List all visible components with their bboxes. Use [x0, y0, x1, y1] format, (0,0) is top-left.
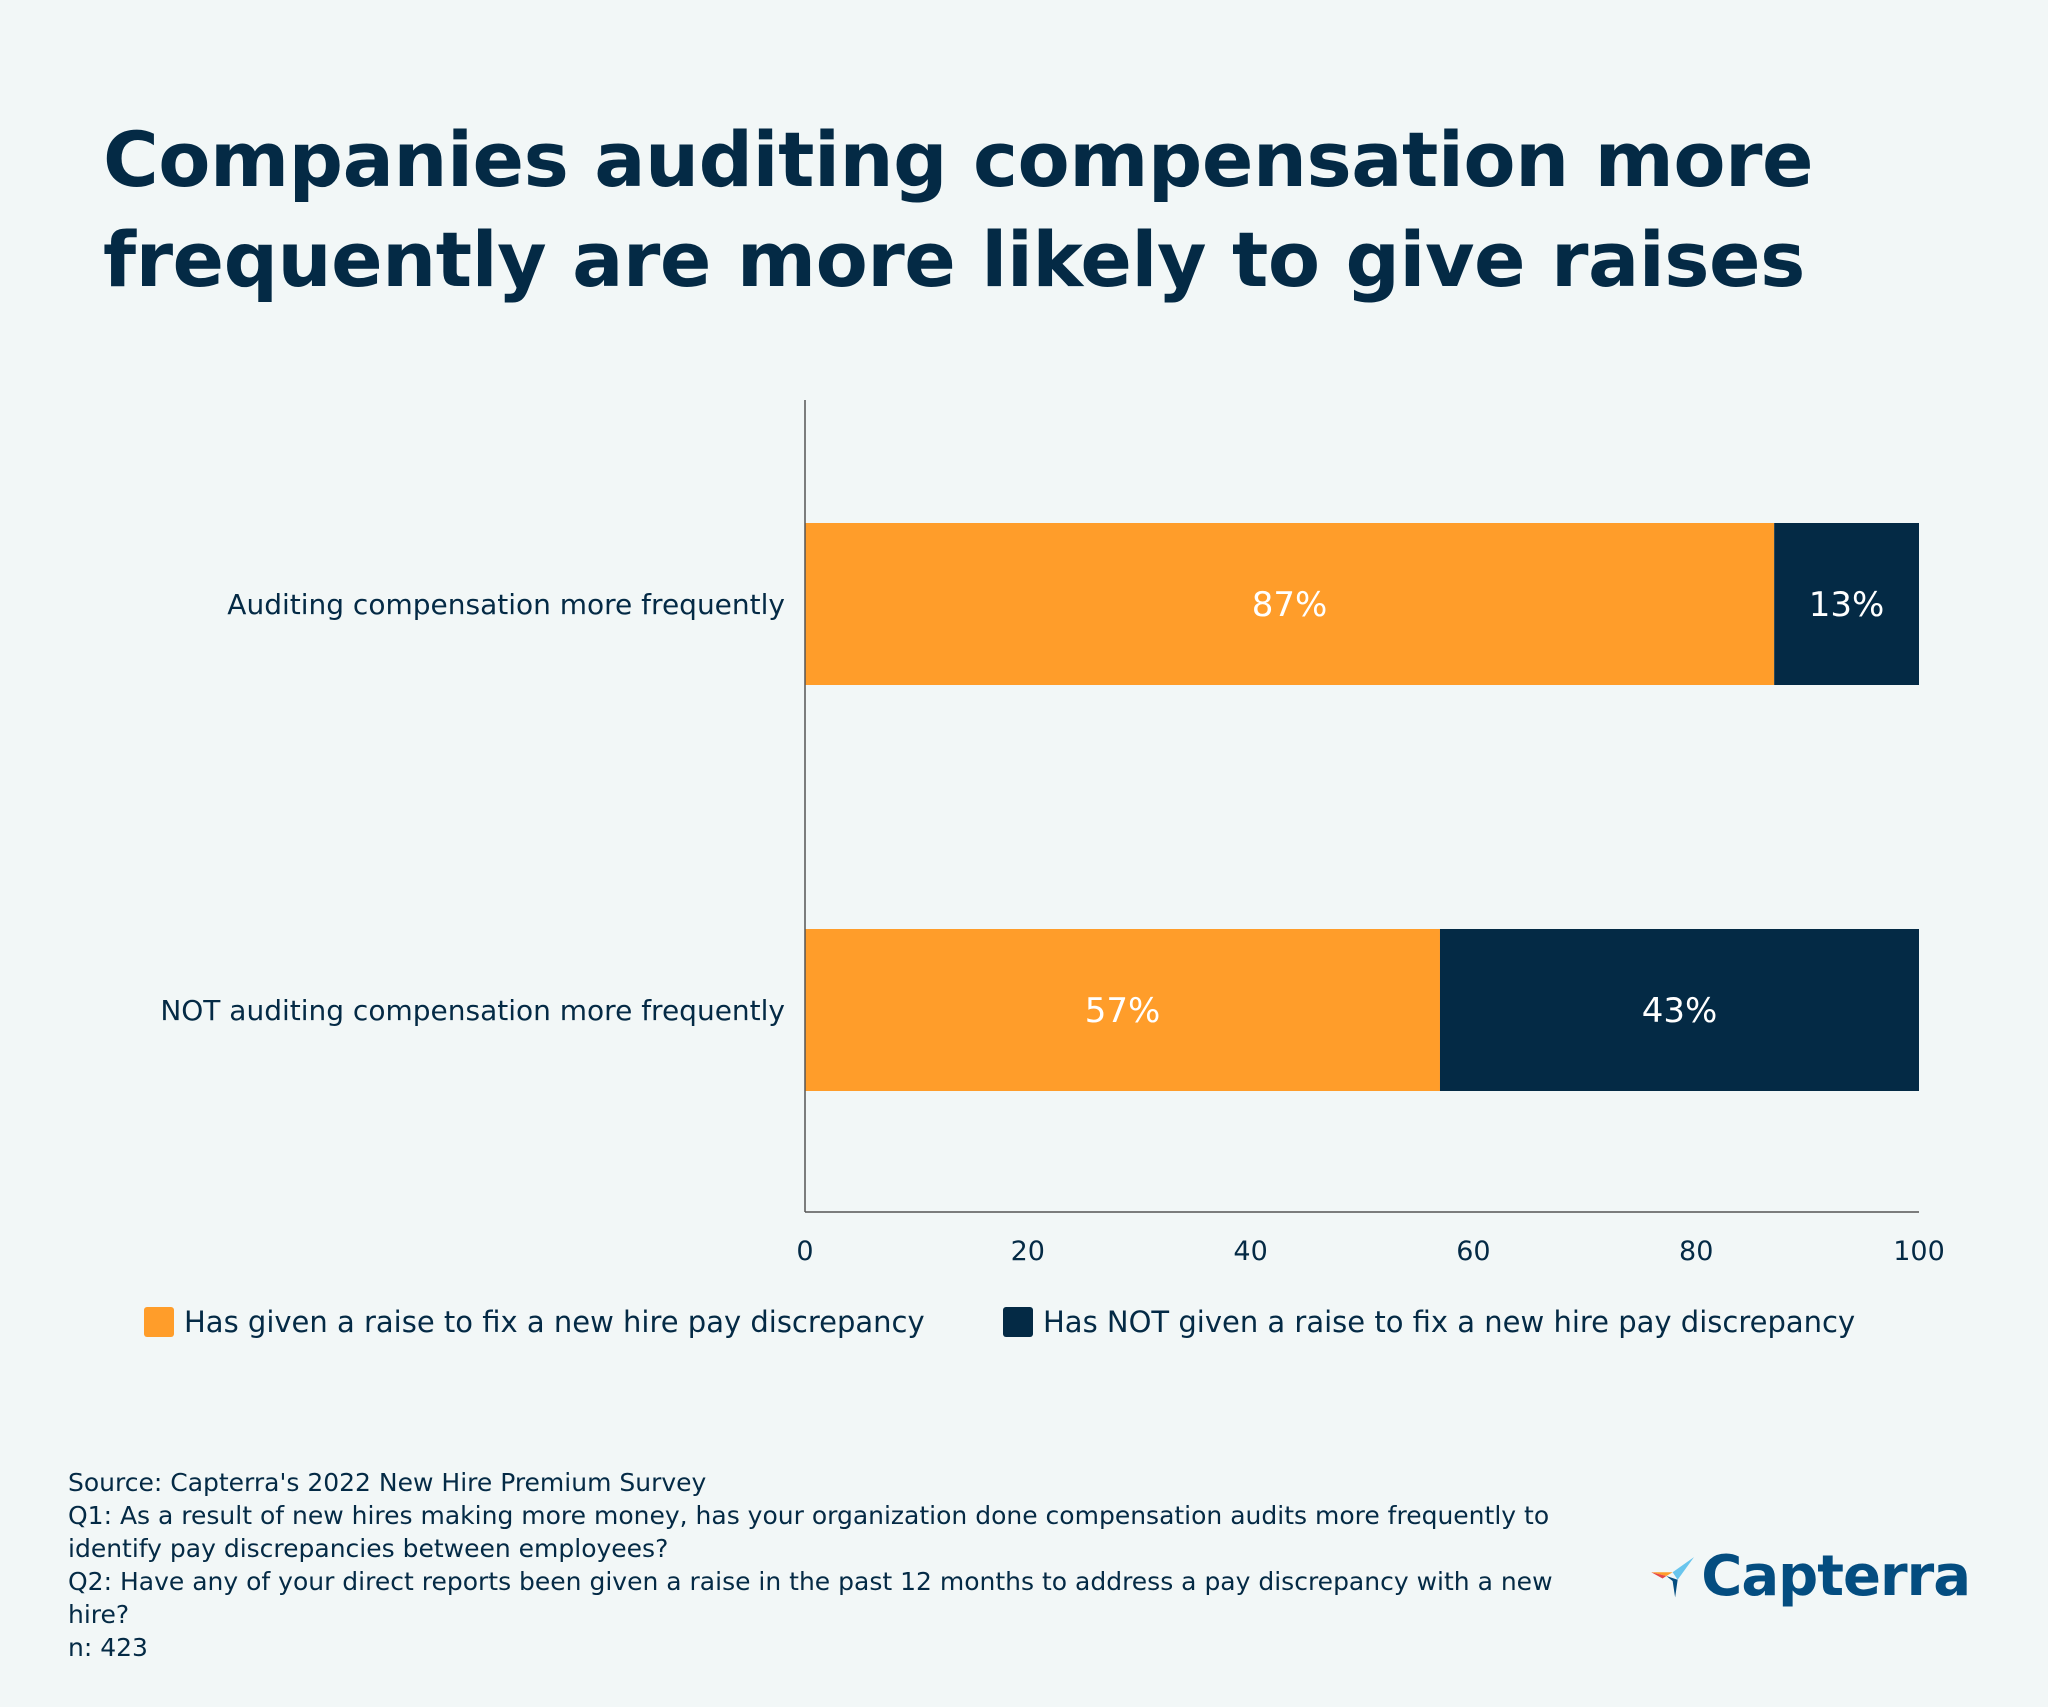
- capterra-logo: Capterra: [1650, 1536, 1971, 1616]
- x-tick-label-100: 100: [1893, 1236, 1945, 1267]
- footnote: Source: Capterra's 2022 New Hire Premium…: [68, 1466, 1588, 1664]
- data-label-not-given-1: 13%: [1809, 585, 1885, 625]
- data-label-given-2: 57%: [1085, 991, 1161, 1031]
- category-labels-group: Auditing compensation more frequently NOT…: [160, 588, 785, 1027]
- capterra-logo-icon: [1651, 1557, 1694, 1598]
- data-label-not-given-2: 43%: [1642, 991, 1718, 1031]
- x-tick-label-0: 0: [796, 1236, 813, 1267]
- stacked-bar-chart: 87% 13% 57% 43% Auditing compensation more …: [160, 400, 1945, 1267]
- bars-group: 87% 13% 57% 43%: [805, 523, 1919, 1091]
- footnote-n: n: 423: [68, 1633, 148, 1662]
- bar-not-given-2: [1439, 929, 1919, 1091]
- legend-item-not-given: Has NOT given a raise to fix a new hire …: [1003, 1305, 1855, 1339]
- footnote-q1: Q1: As a result of new hires making more…: [68, 1501, 1550, 1563]
- bar-given-2: [805, 929, 1440, 1091]
- footnote-source: Source: Capterra's 2022 New Hire Premium…: [68, 1468, 707, 1497]
- x-tick-label-60: 60: [1456, 1236, 1490, 1267]
- chart-title: Companies auditing compensation more fre…: [103, 110, 1963, 310]
- legend-label-given: Has given a raise to fix a new hire pay …: [184, 1305, 925, 1339]
- chart-title-line-2: frequently are more likely to give raise…: [103, 215, 1805, 304]
- bar-given-1: [805, 523, 1775, 685]
- x-tick-label-80: 80: [1679, 1236, 1713, 1267]
- category-label-1: Auditing compensation more frequently: [227, 588, 785, 621]
- chart-title-line-1: Companies auditing compensation more: [103, 115, 1814, 204]
- footnote-q2: Q2: Have any of your direct reports been…: [68, 1567, 1553, 1629]
- x-tick-label-40: 40: [1233, 1236, 1267, 1267]
- legend: Has given a raise to fix a new hire pay …: [0, 1305, 2048, 1355]
- x-tick-label-20: 20: [1011, 1236, 1045, 1267]
- data-label-given-1: 87%: [1252, 585, 1328, 625]
- legend-swatch-not-given: [1003, 1307, 1033, 1337]
- capterra-logo-text: Capterra: [1701, 1543, 1971, 1609]
- legend-swatch-given: [144, 1307, 174, 1337]
- bar-not-given-1: [1774, 523, 1919, 685]
- legend-item-given: Has given a raise to fix a new hire pay …: [144, 1305, 925, 1339]
- category-label-2: NOT auditing compensation more frequentl…: [160, 994, 785, 1027]
- legend-label-not-given: Has NOT given a raise to fix a new hire …: [1043, 1305, 1856, 1339]
- axis-group: 0 20 40 60 80 100: [796, 400, 1945, 1267]
